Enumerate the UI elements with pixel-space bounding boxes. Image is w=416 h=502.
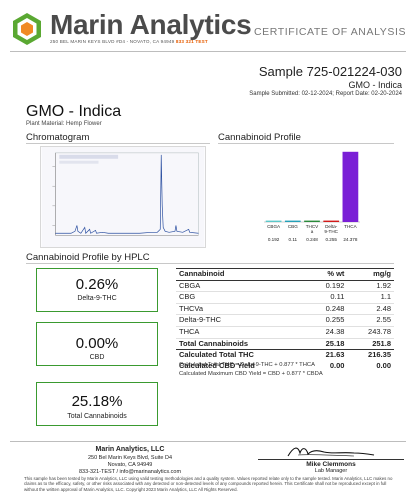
value-label: 0.192 (268, 237, 280, 242)
sample-name: GMO - Indica (348, 80, 402, 90)
table-row: CBG 0.11 1.1 (176, 291, 394, 304)
bar-thcva (304, 220, 320, 222)
tick-label: CBG (288, 224, 298, 229)
chromatogram-title: Chromatogram (26, 132, 90, 143)
table-row: THCA 24.38 243.78 (176, 326, 394, 339)
header-divider (10, 51, 406, 52)
hplc-title: Cannabinoid Profile by HPLC (26, 252, 150, 263)
table-row: THCVa 0.248 2.48 (176, 303, 394, 316)
bar-cbg (284, 220, 301, 222)
footer-divider (10, 441, 406, 442)
value-label: 24.378 (343, 237, 357, 242)
footer-address-1: 250 Bel Marin Keys Blvd, Suite D4 (87, 455, 173, 461)
summary-label: CBD (89, 354, 105, 361)
brand-phone: 833 321 TEST (175, 39, 208, 44)
column-header: % wt (307, 268, 348, 281)
summary-label: Delta-9-THC (77, 295, 117, 302)
chromatogram-image (40, 146, 206, 248)
summary-box-cbd: 0.00% CBD (36, 322, 158, 366)
brand-name: Marin Analytics (50, 9, 252, 40)
calc-note-thc: Calculated Total THC = Delta-9-THC + 0.8… (179, 362, 315, 368)
bar-delta-9-thc (323, 220, 340, 222)
profile-divider (218, 143, 394, 144)
column-header: Cannabinoid (176, 268, 308, 281)
footer-company: Marin Analytics, LLC (95, 446, 165, 453)
signature-image (287, 447, 375, 457)
summary-box-total: 25.18% Total Cannabinoids (36, 382, 158, 426)
tick-label: CBGA (267, 224, 281, 229)
sample-dates: Sample Submitted: 02-12-2024; Report Dat… (249, 91, 402, 97)
value-label: 0.255 (325, 237, 337, 242)
calc-note-cbd: Calculated Maximum CBD Yield = CBD + 0.8… (179, 371, 323, 377)
summary-box-delta9-thc: 0.26% Delta-9-THC (36, 268, 158, 312)
summary-value: 0.00% (75, 335, 119, 352)
table-row: Delta-9-THC 0.255 2.55 (176, 314, 394, 327)
tick-label: Delta- (325, 224, 338, 229)
summary-value: 0.26% (75, 276, 119, 293)
bar-cbga (265, 220, 282, 222)
sample-id: Sample 725-021224-030 (258, 64, 402, 79)
tick-label: 9-THC (324, 229, 338, 234)
summary-value: 25.18% (71, 393, 123, 410)
footer-address-2: Novato, CA 94949 (107, 462, 153, 468)
value-label: 0.11 (288, 237, 297, 242)
signer-title: Lab Manager (314, 468, 348, 474)
signer-name: Mike Clemmons (306, 461, 356, 468)
footer-contact: 833-321-TEST / info@marinanalytics.com (78, 469, 182, 475)
brand-address: 250 BEL MARIN KEYS BLVD #D4 - NOVATO, CA… (50, 39, 208, 44)
disclaimer-text: This sample has been tested by Marin Ana… (24, 476, 393, 492)
cannabinoid-profile-chart: CBGA 0.192 CBG 0.11 THCVa 0.248 Delta-9-THC 0.2… (264, 151, 360, 242)
table-row: CBGA 0.192 1.92 (176, 280, 394, 293)
document-type: CERTIFICATE OF ANALYSIS (254, 26, 407, 38)
profile-title: Cannabinoid Profile (218, 132, 301, 143)
signature-line (258, 459, 404, 460)
value-label: 0.248 (306, 237, 318, 242)
tick-label: a (311, 229, 314, 234)
hplc-divider (26, 263, 394, 264)
hexagon-logo-icon (13, 13, 41, 45)
tick-label: THCV (306, 224, 319, 229)
plant-material: Plant Material: Hemp Flower (26, 121, 102, 127)
table-header-row: Cannabinoid % wt mg/g (176, 268, 394, 281)
table-total-row: Total Cannabinoids 25.18 251.8 (176, 337, 394, 351)
column-header: mg/g (347, 268, 394, 281)
tick-label: THCA (344, 224, 357, 229)
table-calc-row: Calculated Total THC 21.63 216.35 (179, 350, 391, 360)
cannabinoid-table: Cannabinoid % wt mg/g CBGA 0.192 1.92 CBG 0… (176, 268, 394, 371)
product-title: GMO - Indica (26, 103, 122, 120)
bar-thca (342, 151, 359, 222)
chromatogram-divider (26, 143, 210, 144)
summary-label: Total Cannabinoids (67, 413, 127, 420)
table-calc-row: Calculated CBD Yield 0.00 0.00 (179, 360, 391, 370)
